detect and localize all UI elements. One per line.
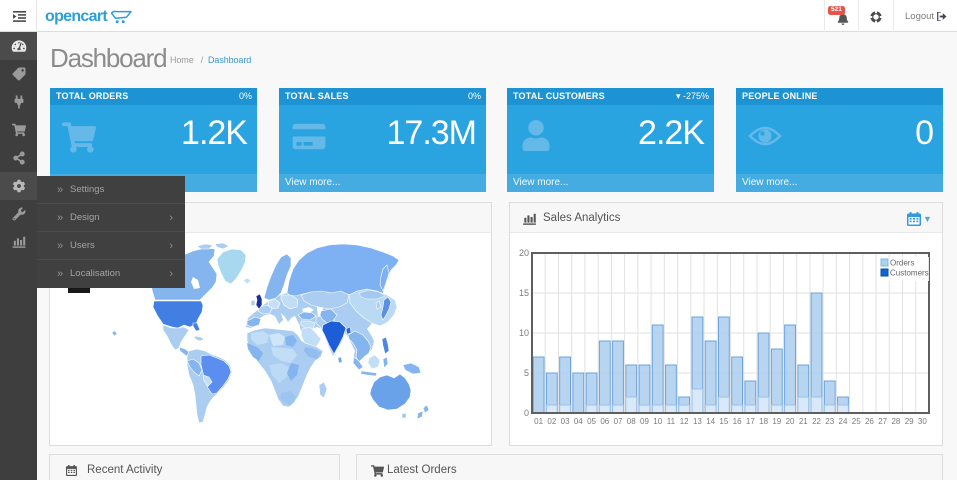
svg-text:23: 23	[825, 417, 834, 426]
svg-text:15: 15	[519, 288, 529, 298]
svg-text:20: 20	[786, 417, 795, 426]
svg-text:20: 20	[519, 249, 529, 258]
svg-text:0: 0	[524, 408, 529, 418]
svg-text:22: 22	[812, 417, 821, 426]
svg-text:07: 07	[614, 417, 623, 426]
svg-text:27: 27	[878, 417, 887, 426]
svg-text:28: 28	[891, 417, 900, 426]
svg-text:15: 15	[719, 417, 728, 426]
svg-text:11: 11	[667, 417, 676, 426]
svg-text:14: 14	[706, 417, 715, 426]
svg-text:29: 29	[905, 417, 914, 426]
svg-text:05: 05	[587, 417, 596, 426]
svg-text:26: 26	[865, 417, 874, 426]
svg-text:09: 09	[640, 417, 649, 426]
svg-text:16: 16	[733, 417, 742, 426]
svg-text:03: 03	[561, 417, 570, 426]
svg-text:01: 01	[534, 417, 543, 426]
svg-text:13: 13	[693, 417, 702, 426]
svg-text:25: 25	[852, 417, 861, 426]
svg-text:Customers: Customers	[890, 269, 929, 278]
svg-text:19: 19	[772, 417, 781, 426]
svg-text:04: 04	[574, 417, 583, 426]
svg-text:18: 18	[759, 417, 768, 426]
svg-text:24: 24	[839, 417, 848, 426]
svg-text:10: 10	[519, 328, 529, 338]
svg-text:17: 17	[746, 417, 755, 426]
svg-text:21: 21	[799, 417, 808, 426]
svg-text:08: 08	[627, 417, 636, 426]
svg-text:Orders: Orders	[890, 259, 914, 268]
svg-text:30: 30	[918, 417, 927, 426]
svg-text:12: 12	[680, 417, 689, 426]
svg-text:10: 10	[653, 417, 662, 426]
svg-text:02: 02	[547, 417, 556, 426]
svg-text:06: 06	[600, 417, 609, 426]
svg-text:5: 5	[524, 368, 529, 378]
